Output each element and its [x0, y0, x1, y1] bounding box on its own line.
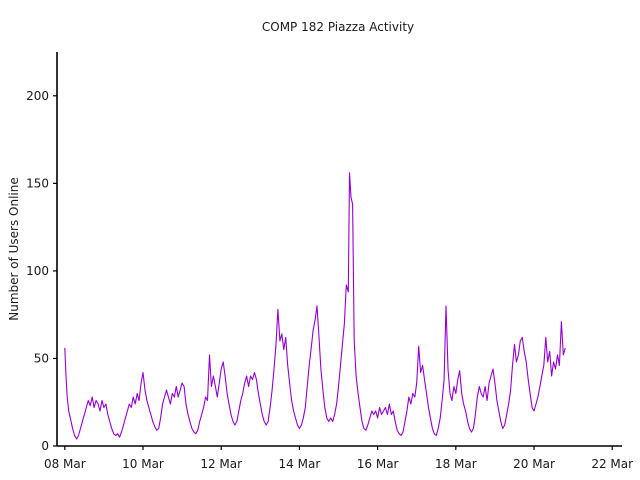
x-tick-label: 16 Mar — [357, 457, 399, 471]
axis-ticks: 08 Mar 10 Mar 12 Mar 14 Mar 16 Mar 18 Mar 20 M… — [26, 89, 633, 471]
y-tick-label: 150 — [26, 176, 49, 190]
x-tick-label: 22 Mar — [591, 457, 633, 471]
x-tick-label: 14 Mar — [279, 457, 321, 471]
chart-title: COMP 182 Piazza Activity — [262, 20, 414, 34]
x-tick-label: 10 Mar — [122, 457, 164, 471]
y-tick-label: 50 — [34, 351, 49, 365]
y-tick-label: 100 — [26, 264, 49, 278]
x-tick-label: 20 Mar — [513, 457, 555, 471]
y-tick-label: 200 — [26, 89, 49, 103]
y-axis-label: Number of Users Online — [7, 177, 21, 321]
y-tick-label: 0 — [41, 439, 49, 453]
x-tick-label: 18 Mar — [435, 457, 477, 471]
x-tick-label: 12 Mar — [200, 457, 242, 471]
series-line — [64, 172, 566, 440]
x-tick-label: 08 Mar — [44, 457, 86, 471]
